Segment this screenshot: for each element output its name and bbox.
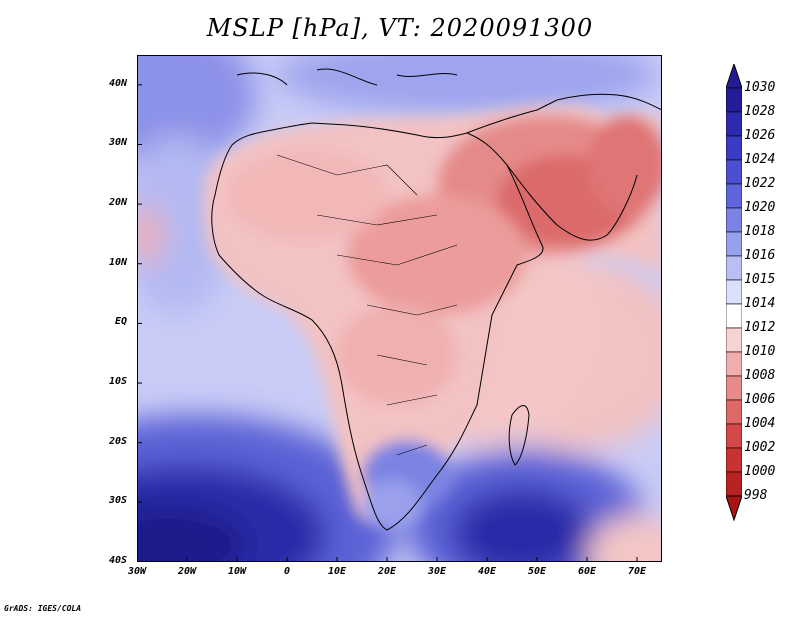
madagascar-coastline [508,405,530,466]
lon-tick-label: 40E [477,566,497,577]
lat-tick-label: 10N [108,256,127,268]
europe-coastline [236,68,458,86]
map-canvas [137,55,662,562]
colorbar-label: 1002 [744,440,776,455]
lat-tick-label: 30S [108,495,127,507]
colorbar-cell [726,327,742,353]
colorbar-label: 1000 [744,464,776,479]
pressure-map [137,55,662,562]
colorbar-label: 1016 [744,248,776,263]
colorbar-cell [726,399,742,425]
colorbar-cell [726,183,742,209]
colorbar-cell [726,351,742,377]
arabia-coastline [506,164,638,241]
colorbar-cell [726,375,742,401]
lat-tick-label: 10S [108,376,127,388]
colorbar-cell [726,207,742,233]
lon-tick-label: 30W [127,566,147,577]
lon-tick-label: 50E [527,566,547,577]
lat-tick-label: 40N [108,77,127,89]
colorbar-cell [726,231,742,257]
lon-tick-label: 30E [427,566,447,577]
colorbar-label: 1008 [744,368,776,383]
lon-tick-label: 0 [283,566,291,577]
colorbar-label: 1022 [744,176,776,191]
colorbar-cell [726,111,742,137]
colorbar-label: 1024 [744,152,776,167]
colorbar-cell [726,447,742,473]
map-frame [137,55,662,562]
lon-tick-label: 20E [377,566,397,577]
colorbar-label: 1030 [744,80,776,95]
lon-tick-label: 20W [177,566,197,577]
colorbar-cell [726,279,742,305]
eurasia-coastline [466,93,662,134]
colorbar-cell [726,159,742,185]
colorbar-label: 1010 [744,344,776,359]
lat-tick-label: 30N [108,137,127,149]
lat-tick-label: 20S [108,435,127,447]
colorbar-label: 1026 [744,128,776,143]
colorbar-label: 1006 [744,392,776,407]
lon-tick-label: 10W [227,566,247,577]
credit-text: GrADS: IGES/COLA [4,604,82,613]
colorbar-cell [726,255,742,281]
africa-coastline [211,122,544,531]
lon-tick-label: 60E [577,566,597,577]
colorbar-label: 1020 [744,200,776,215]
colorbar [726,64,742,522]
colorbar-bottom-arrow [726,495,742,522]
lat-tick-label: EQ [114,316,127,328]
colorbar-label: 1012 [744,320,776,335]
colorbar-label: 1004 [744,416,776,431]
chart-title: MSLP [hPa], VT: 2020091300 [206,14,594,42]
colorbar-cell [726,423,742,449]
colorbar-label: 1028 [744,104,776,119]
lat-tick-label: 20N [108,197,127,209]
colorbar-cell [726,135,742,161]
colorbar-cell [726,303,742,329]
colorbar-label: 998 [744,488,768,503]
lon-tick-label: 10E [327,566,347,577]
colorbar-top-arrow [726,64,742,89]
colorbar-cell [726,471,742,497]
colorbar-label: 1014 [744,296,776,311]
colorbar-label: 1018 [744,224,776,239]
lat-tick-label: 40S [108,555,127,566]
lon-tick-label: 70E [627,566,647,577]
coastlines [211,68,662,531]
colorbar-label: 1015 [744,272,776,287]
colorbar-cell [726,87,742,113]
south-indian-high [452,488,592,562]
country-borders [276,154,458,456]
